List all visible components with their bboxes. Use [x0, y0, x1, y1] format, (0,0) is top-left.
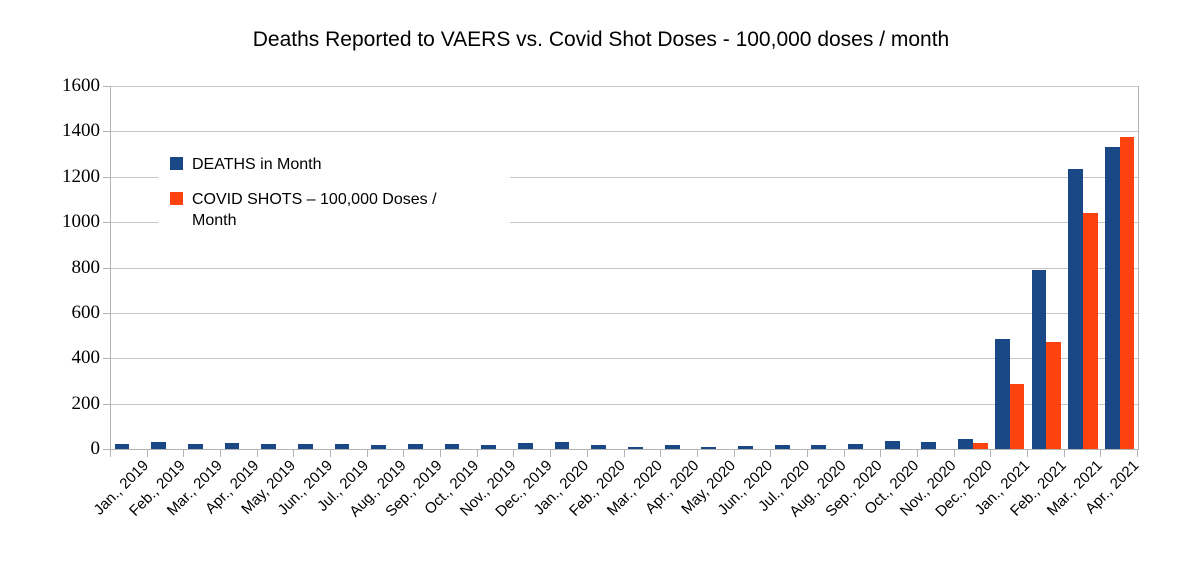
y-gridline [111, 131, 1138, 133]
y-axis-label: 600 [71, 301, 101, 323]
y-axis-label: 800 [71, 256, 101, 278]
legend-label-shots: COVID SHOTS – 100,000 Doses / Month [192, 191, 437, 229]
bar-deaths [371, 444, 387, 449]
x-axis-tick [513, 450, 515, 457]
y-gridline [111, 222, 1138, 224]
y-gridline [111, 86, 1138, 87]
bar-deaths [297, 443, 313, 449]
bar-deaths [407, 444, 423, 449]
x-axis-tick [1063, 450, 1065, 457]
bar-deaths [628, 447, 643, 449]
x-axis-tick [623, 450, 625, 457]
y-axis-label: 1200 [62, 165, 100, 187]
bar-deaths [444, 444, 460, 449]
x-axis-tick [440, 450, 442, 457]
x-axis-tick [953, 450, 955, 457]
x-axis-tick [1100, 450, 1102, 457]
legend-swatch-shots-icon [170, 192, 183, 205]
bar-deaths [774, 444, 790, 449]
y-axis-label: 1400 [62, 120, 100, 142]
bar-deaths [1031, 269, 1047, 449]
x-axis-tick [1137, 450, 1138, 457]
legend-label-deaths: DEATHS in Month [192, 156, 322, 173]
y-gridline [111, 176, 1138, 178]
chart-title: Deaths Reported to VAERS vs. Covid Shot … [252, 28, 950, 51]
x-axis-tick [806, 450, 808, 457]
y-gridline [111, 358, 1138, 360]
y-axis-label: 400 [71, 347, 101, 369]
y-axis-label: 0 [90, 438, 101, 459]
x-axis-tick [476, 450, 478, 457]
x-axis-tick [733, 450, 735, 457]
plot-area [110, 86, 1139, 450]
x-axis-tick [220, 450, 222, 457]
bar-deaths [848, 444, 863, 449]
y-axis-label: 1000 [62, 211, 100, 233]
bar-deaths [334, 443, 350, 449]
y-gridline [111, 267, 1138, 269]
x-axis-tick [843, 450, 845, 457]
x-axis-tick [770, 450, 772, 457]
x-axis-tick [660, 450, 662, 457]
legend-swatch-deaths-icon [170, 157, 183, 170]
bar-deaths [664, 445, 680, 449]
y-axis-tick [103, 358, 110, 360]
bar-deaths [261, 443, 277, 449]
bar-deaths [481, 444, 497, 449]
x-axis-tick [366, 450, 368, 457]
x-axis-tick [146, 450, 148, 457]
bar-deaths [921, 442, 937, 449]
x-axis-tick [293, 450, 295, 457]
bar-deaths [811, 445, 827, 449]
bar-deaths [187, 443, 203, 449]
bar-deaths [1068, 168, 1083, 449]
bar-deaths [994, 338, 1010, 449]
bar-deaths [114, 444, 130, 449]
y-axis-label: 1600 [62, 75, 100, 96]
bar-deaths [958, 438, 973, 449]
y-axis-tick [103, 176, 110, 178]
y-axis-tick [103, 312, 110, 314]
bar-deaths [1104, 147, 1120, 449]
chart-legend: DEATHS in Month COVID SHOTS – 100,000 Do… [158, 146, 510, 239]
bar-covid-shots [1046, 342, 1062, 449]
x-axis-tick [110, 450, 111, 457]
bar-deaths [554, 442, 570, 449]
bar-deaths [151, 441, 166, 449]
bar-deaths [701, 446, 717, 449]
x-axis-tick [550, 450, 552, 457]
y-axis-tick [103, 222, 110, 224]
bar-deaths [518, 443, 533, 449]
bar-deaths [591, 444, 607, 449]
bar-covid-shots [1119, 137, 1135, 449]
bar-deaths [224, 442, 240, 449]
y-axis-tick [103, 267, 110, 269]
y-axis-tick [103, 403, 110, 405]
x-axis-tick [1026, 450, 1028, 457]
bar-deaths [738, 446, 753, 449]
y-gridline [111, 312, 1138, 314]
x-axis-tick [403, 450, 405, 457]
x-axis-tick [330, 450, 332, 457]
bar-covid-shots [1009, 384, 1025, 449]
bar-deaths [884, 440, 900, 449]
y-gridline [111, 403, 1138, 405]
x-axis-tick [696, 450, 698, 457]
bar-covid-shots [1082, 213, 1098, 449]
x-axis-tick [916, 450, 918, 457]
legend-item-deaths: DEATHS in Month [170, 154, 510, 175]
y-axis-tick [103, 449, 110, 450]
y-axis-tick [103, 86, 110, 87]
legend-item-shots: COVID SHOTS – 100,000 Doses / Month [170, 189, 510, 231]
x-axis-tick [586, 450, 588, 457]
y-axis-tick [103, 131, 110, 133]
bar-covid-shots [972, 442, 988, 449]
y-axis-label: 200 [71, 392, 101, 414]
x-axis-tick [256, 450, 258, 457]
x-axis-tick [990, 450, 992, 457]
x-axis-tick [880, 450, 882, 457]
x-axis-tick [183, 450, 185, 457]
